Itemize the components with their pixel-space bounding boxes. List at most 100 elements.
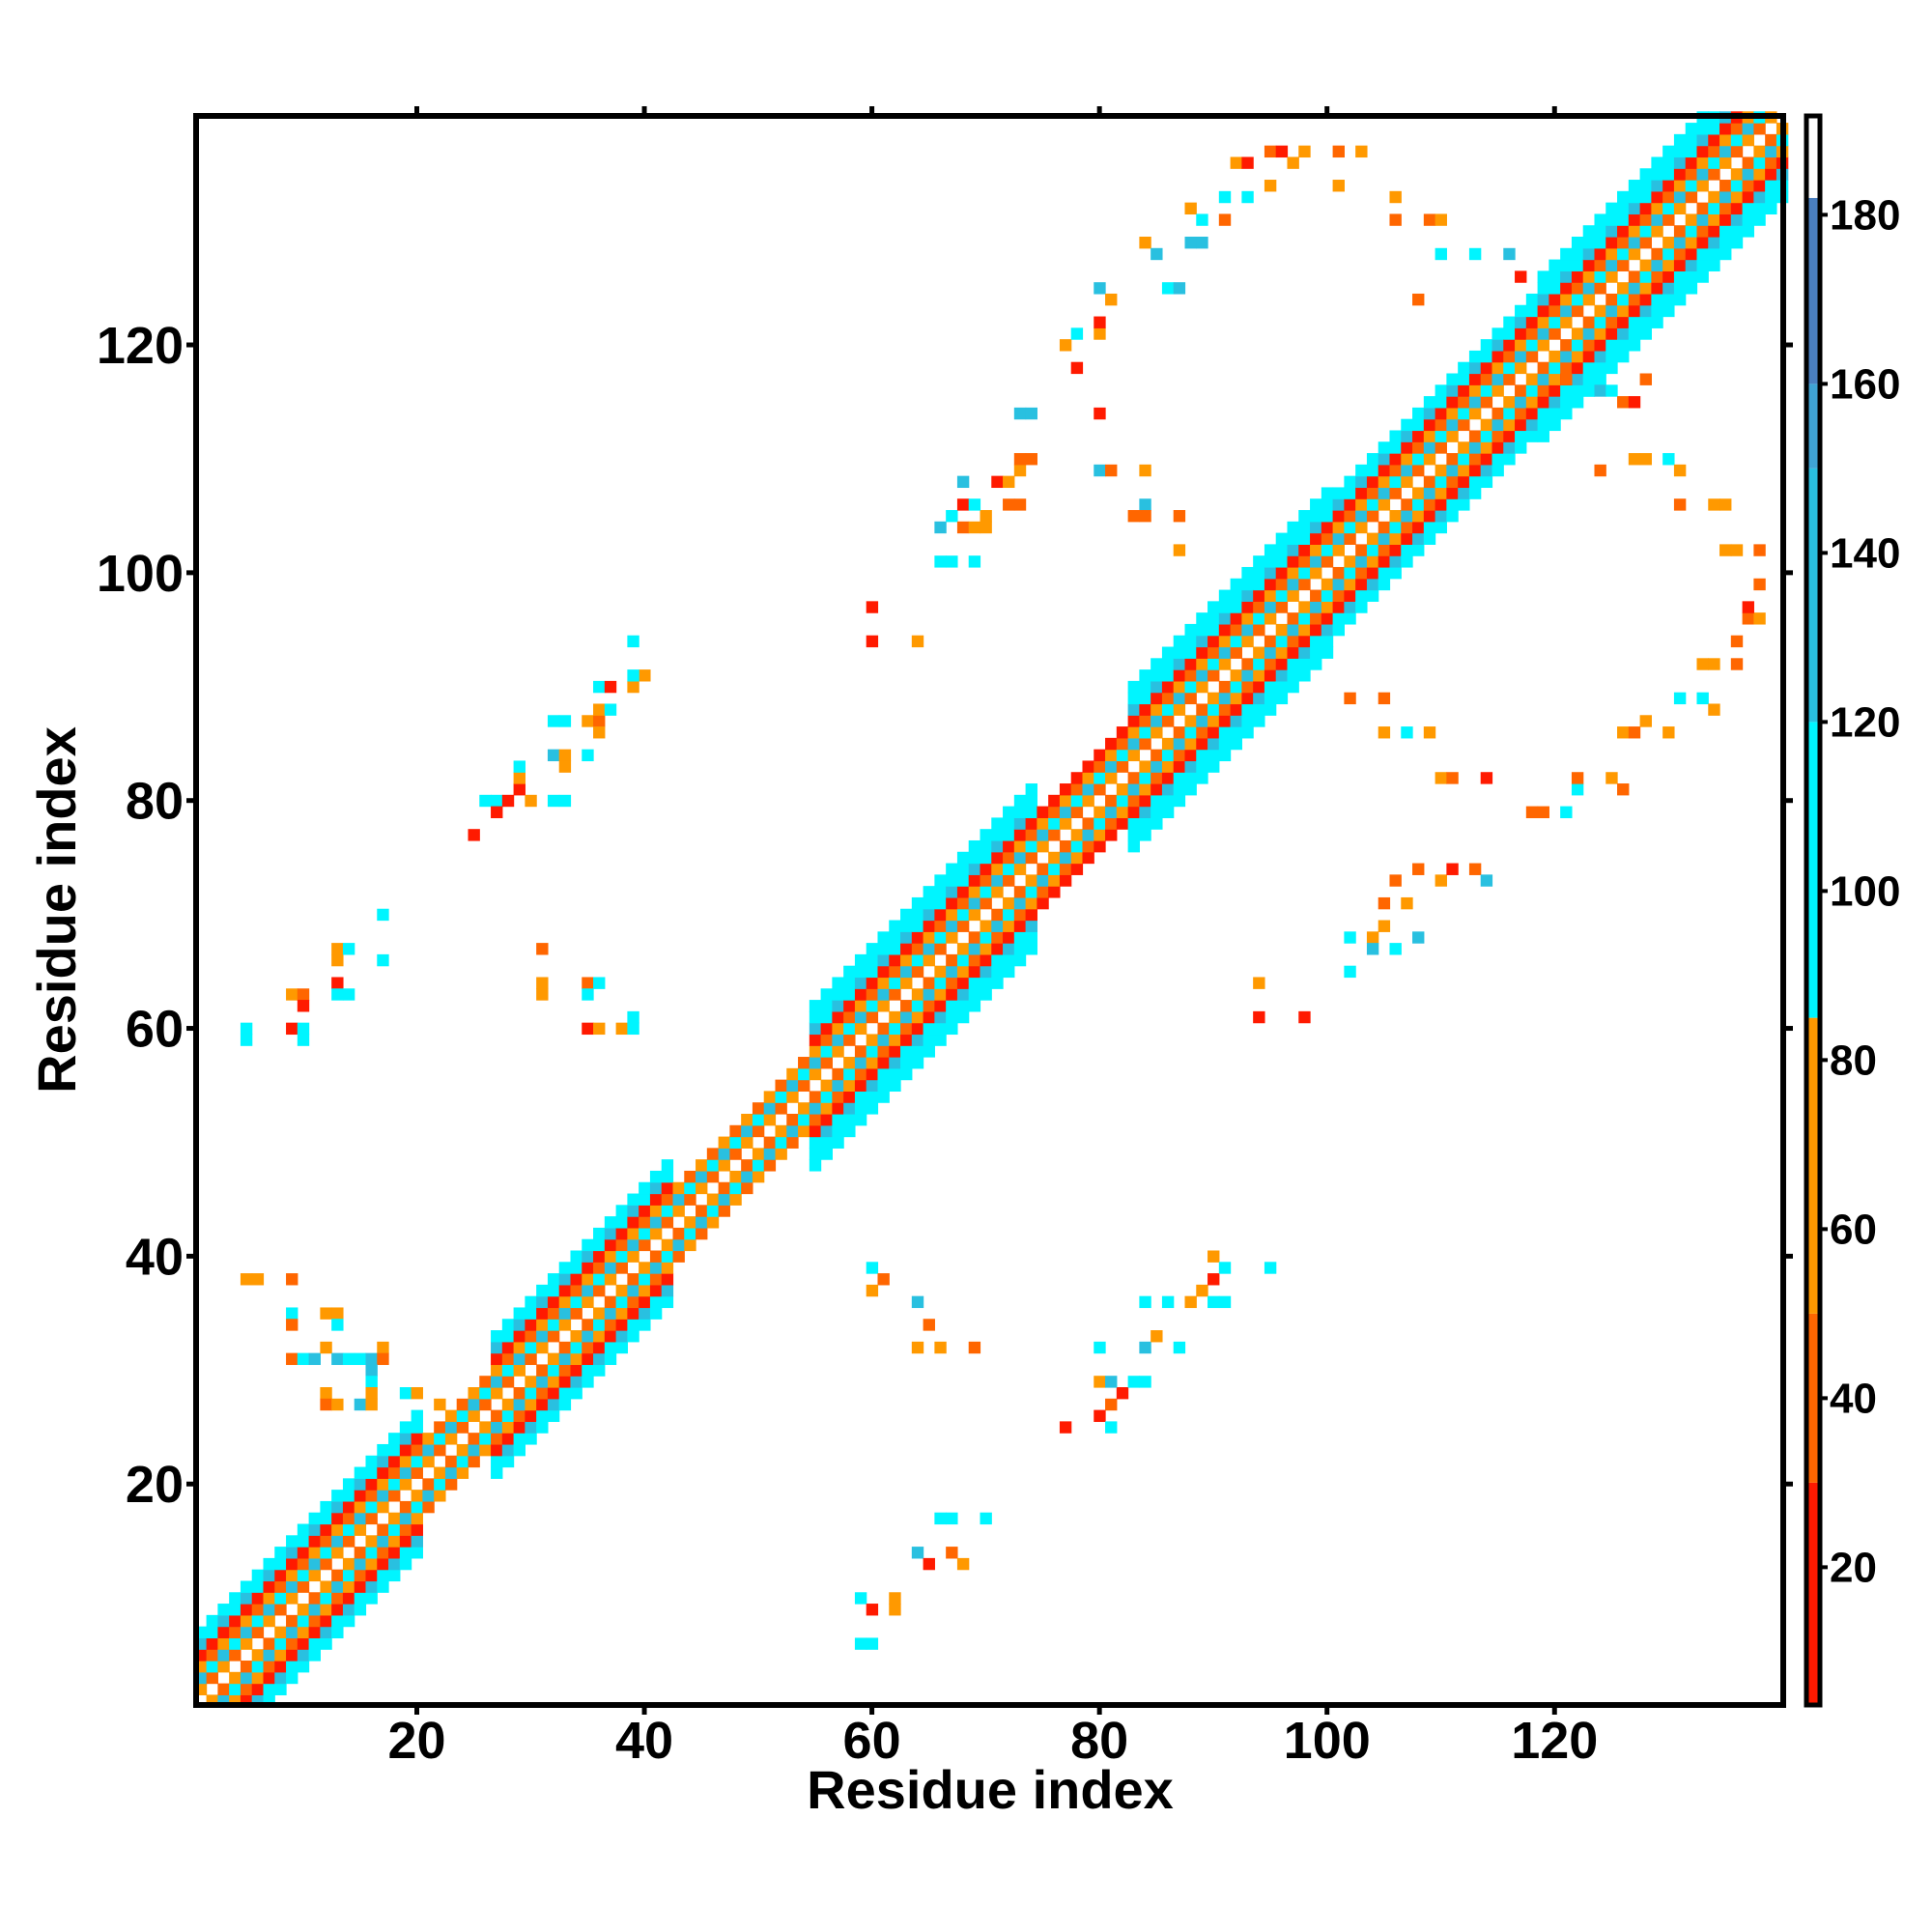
heatmap-cell <box>240 1034 253 1046</box>
heatmap-cell <box>354 1352 367 1366</box>
heatmap-cell <box>1037 806 1049 818</box>
heatmap-cell <box>1617 259 1630 271</box>
y-tick-label: 20 <box>126 1456 184 1514</box>
heatmap-cell <box>786 1136 799 1149</box>
heatmap-cell <box>752 1148 765 1160</box>
heatmap-cell <box>468 1398 480 1411</box>
heatmap-cell <box>251 1614 265 1628</box>
heatmap-cell <box>1480 361 1493 375</box>
heatmap-cell <box>1468 384 1482 397</box>
heatmap-cell <box>1275 578 1289 591</box>
heatmap-cell <box>1161 282 1175 295</box>
heatmap-cell <box>639 1262 651 1274</box>
heatmap-cell <box>1127 510 1140 523</box>
heatmap-cell <box>1139 829 1151 841</box>
heatmap-cell <box>240 1604 253 1616</box>
heatmap-cell <box>1173 760 1186 773</box>
heatmap-cell <box>832 977 844 989</box>
heatmap-cell <box>956 874 970 887</box>
heatmap-cell <box>331 1547 344 1559</box>
heatmap-cell <box>1184 658 1197 670</box>
heatmap-cell <box>491 794 503 808</box>
heatmap-cell <box>331 1569 344 1582</box>
heatmap-cell <box>1366 498 1379 511</box>
heatmap-cell <box>1708 190 1720 204</box>
heatmap-cell <box>570 1250 582 1263</box>
heatmap-cell <box>934 1010 947 1024</box>
heatmap-cell <box>1218 612 1232 625</box>
heatmap-cell <box>297 1580 310 1593</box>
heatmap-cell <box>1344 521 1356 534</box>
heatmap-cell <box>399 1500 412 1514</box>
heatmap-cell <box>1730 658 1744 670</box>
heatmap-cell <box>911 1010 924 1024</box>
heatmap-cell <box>1468 430 1482 442</box>
heatmap-cell <box>1275 601 1289 613</box>
colorbar-tick-label: 120 <box>1830 698 1900 746</box>
heatmap-cell <box>809 1148 822 1160</box>
heatmap-cell <box>1594 282 1606 295</box>
heatmap-cell <box>1696 658 1709 670</box>
heatmap-cell <box>809 1000 822 1012</box>
heatmap-cell <box>1412 430 1425 442</box>
heatmap-cell <box>934 988 947 1001</box>
heatmap-cell <box>1639 202 1652 215</box>
heatmap-cell <box>1662 213 1675 226</box>
heatmap-cell <box>946 965 958 979</box>
heatmap-cell <box>558 1295 572 1309</box>
heatmap-cell <box>1082 783 1094 796</box>
heatmap-cell <box>479 1433 492 1445</box>
heatmap-cell <box>1412 441 1425 454</box>
heatmap-cell <box>331 1626 344 1639</box>
heatmap-cell <box>525 1433 537 1445</box>
heatmap-cell <box>525 1352 537 1366</box>
heatmap-cell <box>1560 282 1573 295</box>
heatmap-cell <box>536 988 549 1001</box>
heatmap-cell <box>308 1569 321 1582</box>
heatmap-cell <box>1548 293 1561 306</box>
heatmap-cell <box>1446 430 1459 442</box>
heatmap-cell <box>729 1181 742 1195</box>
heatmap-cell <box>1082 851 1094 865</box>
heatmap-cell <box>342 1580 355 1593</box>
heatmap-cell <box>775 1091 787 1103</box>
heatmap-cell <box>444 1421 458 1434</box>
heatmap-cell <box>1696 156 1709 169</box>
heatmap-cell <box>684 1238 696 1252</box>
heatmap-cell <box>934 920 947 932</box>
heatmap-cell <box>1753 168 1766 181</box>
heatmap-cell <box>1264 555 1277 568</box>
heatmap-cell <box>411 1512 423 1525</box>
heatmap-cell <box>1389 487 1402 499</box>
heatmap-cell <box>308 1352 321 1366</box>
heatmap-cell <box>1537 396 1549 409</box>
heatmap-cell <box>1173 658 1186 670</box>
heatmap-cell <box>308 1592 321 1605</box>
heatmap-cell <box>946 1547 958 1559</box>
heatmap-cell <box>1446 453 1459 466</box>
heatmap-cell <box>1662 247 1675 261</box>
heatmap-cell <box>308 1614 321 1628</box>
heatmap-cell <box>593 1352 606 1366</box>
heatmap-cell <box>786 1079 799 1093</box>
heatmap-cell <box>684 1170 696 1183</box>
heatmap-cell <box>1742 601 1754 613</box>
heatmap-cell <box>365 1569 378 1582</box>
heatmap-cell <box>1253 589 1265 602</box>
heatmap-cell <box>889 953 901 967</box>
heatmap-cell <box>649 1307 663 1320</box>
heatmap-cell <box>547 794 560 808</box>
heatmap-cell <box>696 1170 708 1183</box>
heatmap-cell <box>513 1319 526 1331</box>
heatmap-cell <box>1321 601 1334 613</box>
heatmap-cell <box>1025 943 1037 955</box>
heatmap-cell <box>604 1352 617 1366</box>
heatmap-cell <box>354 1490 367 1502</box>
heatmap-cell <box>1537 806 1549 818</box>
heatmap-cell <box>672 1193 685 1206</box>
heatmap-cell <box>1013 839 1027 853</box>
heatmap-cell <box>1230 646 1242 659</box>
heatmap-cell <box>1173 772 1186 784</box>
heatmap-cell <box>956 1010 970 1024</box>
heatmap-cell <box>832 1022 844 1036</box>
